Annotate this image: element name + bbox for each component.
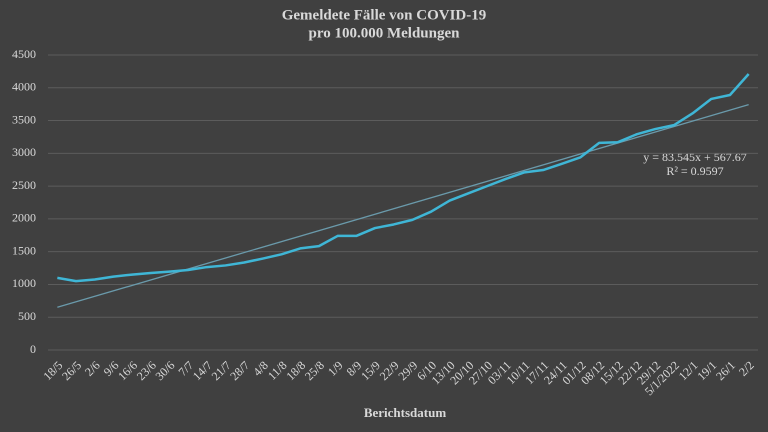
- x-axis-label: Berichtsdatum: [364, 405, 447, 420]
- chart-title: Gemeldete Fälle von COVID-19: [282, 7, 487, 23]
- trendline: [57, 104, 749, 308]
- y-tick-label: 4500: [12, 47, 36, 61]
- chart-subtitle: pro 100.000 Meldungen: [309, 25, 461, 41]
- annotation: R² = 0.9597: [666, 164, 723, 178]
- y-tick-label: 1000: [12, 276, 36, 290]
- y-tick-label: 0: [30, 342, 36, 356]
- y-tick-label: 500: [18, 309, 36, 323]
- y-tick-label: 1500: [12, 243, 36, 257]
- y-tick-label: 2500: [12, 178, 36, 192]
- y-tick-label: 3000: [12, 145, 36, 159]
- annotation: y = 83.545x + 567.67: [643, 150, 747, 164]
- y-tick-label: 2000: [12, 211, 36, 225]
- y-tick-label: 3500: [12, 112, 36, 126]
- y-tick-label: 4000: [12, 80, 36, 94]
- data-line: [57, 73, 750, 283]
